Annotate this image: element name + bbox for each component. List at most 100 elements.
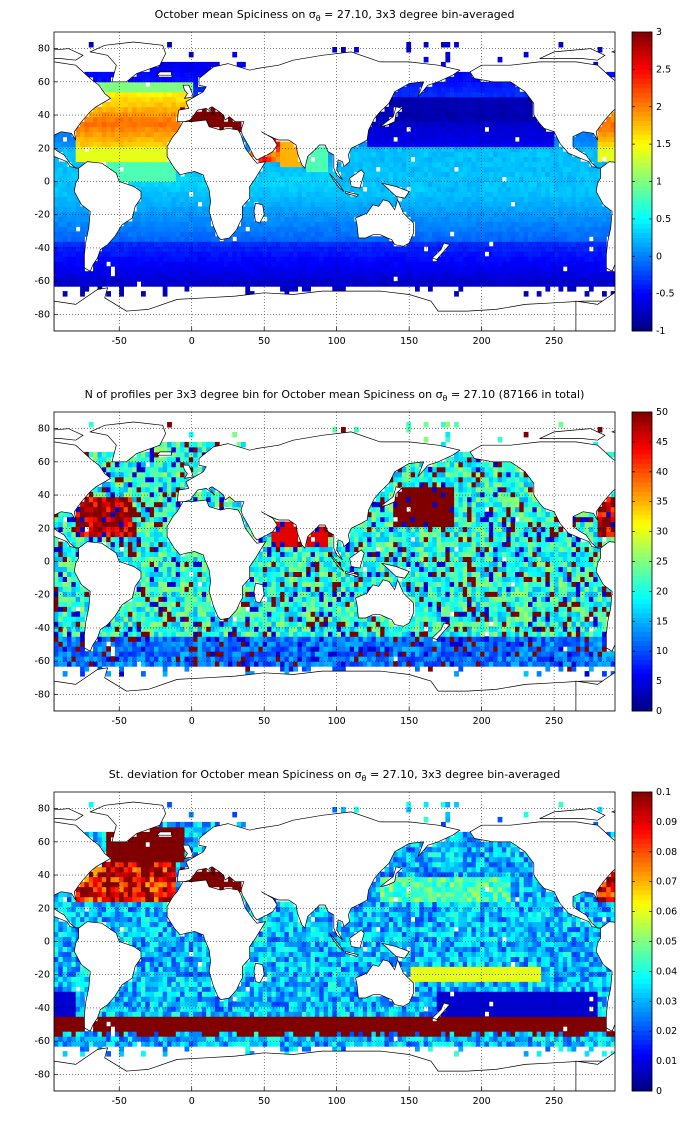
grid-cell [127,251,133,257]
grid-cell [419,146,425,153]
grid-cell [123,651,129,657]
grid-cell [428,191,433,197]
grid-cell [454,116,459,123]
grid-cell [80,281,85,287]
grid-cell [167,196,172,202]
grid-cell [132,591,138,597]
grid-cell [301,246,307,252]
grid-cell [515,236,520,242]
grid-cell [354,276,359,282]
grid-cell [319,276,325,282]
grid-cell [549,241,555,247]
grid-cell [580,256,585,262]
grid-cell [245,221,251,227]
grid-cell [284,166,290,173]
grid-cell [332,231,338,237]
grid-cell [558,231,564,237]
grid-cell [67,276,72,282]
grid-cell [610,121,615,128]
grid-cell [241,251,246,257]
grid-cell [58,656,64,662]
grid-cell [154,541,159,548]
grid-cell [254,221,259,227]
grid-cell [136,211,142,217]
grid-cell [80,536,85,543]
grid-cell [484,241,490,247]
grid-cell [193,251,198,257]
grid-cell [384,176,390,182]
y-tick-label: -40 [34,243,50,254]
grid-cell [449,216,455,222]
grid-cell [584,256,590,262]
grid-cell [167,261,172,267]
grid-cell [193,116,198,123]
grid-cell [171,576,177,582]
grid-cell [93,116,98,123]
grid-cell [84,276,90,282]
grid-cell [336,251,342,257]
grid-cell [158,456,164,463]
grid-cell [536,186,542,192]
grid-cell [149,646,155,652]
grid-cell [119,276,124,282]
grid-cell [141,641,146,647]
grid-cell [158,586,164,592]
grid-cell [445,271,451,277]
grid-cell [501,201,507,207]
grid-cell [423,116,429,123]
grid-cell [154,106,159,113]
grid-cell [80,531,85,538]
grid-cell [354,206,359,212]
grid-cell [62,541,68,548]
grid-cell [154,206,159,212]
grid-cell [523,101,529,108]
grid-cell [206,196,211,202]
grid-cell [101,106,107,113]
grid-cell [141,501,146,508]
grid-cell [158,86,164,93]
grid-cell [284,256,290,262]
grid-cell [480,271,485,277]
grid-cell [367,201,372,207]
grid-cell [419,161,425,168]
grid-cell [284,246,290,252]
grid-cell [297,256,303,262]
coastline [54,287,615,331]
grid-cell [162,166,168,173]
grid-cell [449,76,455,83]
grid-cell [401,206,407,212]
grid-cell [449,91,455,98]
grid-cell [462,281,468,287]
grid-cell [606,146,612,153]
grid-cell [367,261,372,267]
grid-cell [162,201,168,207]
grid-cell [271,276,277,282]
grid-cell [475,126,481,133]
grid-cell [101,246,107,252]
grid-cell [145,456,151,463]
grid-cell [136,201,142,207]
grid-cell [588,271,594,277]
grid-cell [232,281,238,287]
grid-cell [297,261,303,267]
grid-cell [428,161,433,168]
grid-cell [575,131,581,138]
grid-cell [106,621,111,627]
grid-cell [397,121,403,128]
grid-cell [114,271,120,277]
grid-cell [149,501,155,508]
grid-cell [488,221,494,227]
grid-cell [275,221,281,227]
grid-cell [180,211,185,217]
grid-cell [410,211,416,217]
grid-cell [93,496,98,503]
grid-cell [175,561,181,567]
grid-cell [167,181,172,187]
grid-cell [110,256,116,262]
grid-cell [171,211,177,217]
grid-cell [297,236,303,242]
grid-cell [558,221,564,227]
grid-cell [114,151,120,158]
grid-cell [158,466,164,473]
grid-cell [154,521,159,528]
